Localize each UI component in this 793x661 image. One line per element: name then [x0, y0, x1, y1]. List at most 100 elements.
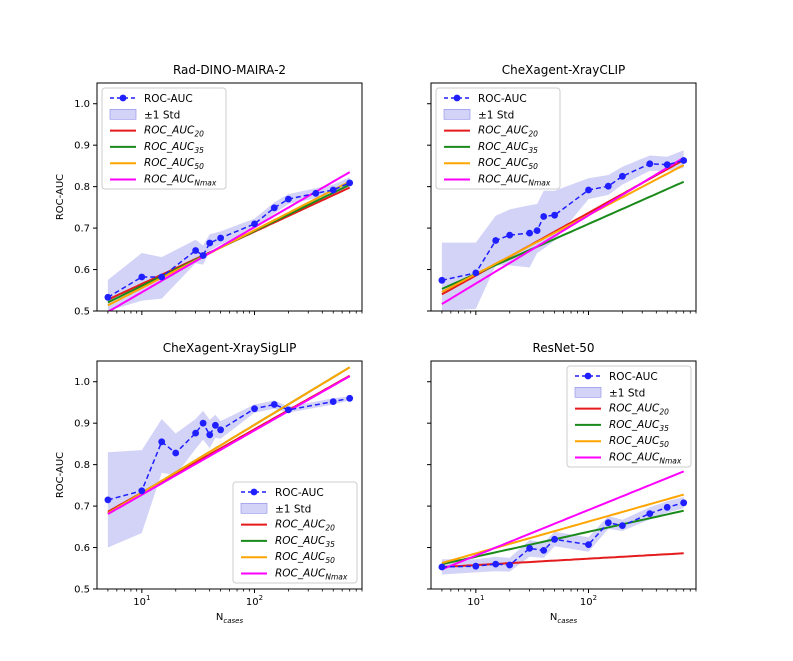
roc-point — [138, 487, 146, 495]
legend-fit-prefix: ROC_AUC — [144, 174, 195, 186]
subplot-1: Rad-DINO-MAIRA-2 0.5 0.6 0.7 0.8 0.9 1.0 ROC-AU… — [55, 63, 363, 318]
roc-point — [270, 401, 278, 408]
roc-point — [346, 394, 354, 402]
x-tick-exponent: 2 — [259, 594, 263, 602]
legend-std-label: ±1 Std — [609, 387, 645, 399]
legend-roc-label: ROC-AUC — [609, 371, 658, 383]
legend-fit-prefix: ROC_AUC — [478, 141, 529, 153]
roc-point — [104, 496, 112, 504]
roc-point — [526, 229, 533, 237]
y-tick-label: 0.9 — [74, 419, 90, 430]
plot-title: CheXagent-XraySigLIP — [163, 341, 297, 355]
fit-line-roc-aucnmax — [107, 171, 351, 311]
legend-fit-prefix: ROC_AUC — [478, 157, 529, 169]
x-tick-label: 102 — [580, 594, 597, 608]
x-axis-label: Ncases — [216, 612, 244, 625]
roc-point — [438, 276, 446, 284]
legend-roc-marker — [250, 488, 258, 496]
y-axis-label: ROC-AUC — [55, 174, 66, 220]
legend-fit-label: ROC_AUC20 — [275, 519, 335, 533]
y-tick-label: 0.8 — [74, 182, 90, 193]
std-band — [441, 150, 684, 311]
roc-point — [192, 429, 200, 437]
roc-point — [533, 227, 541, 235]
roc-point — [472, 269, 480, 277]
x-tick-exponent: 1 — [146, 594, 150, 602]
fit-line-roc-auc50 — [107, 366, 351, 515]
y-tick-label: 0.9 — [74, 141, 90, 152]
legend-fit-sub: Nmax — [659, 457, 682, 466]
legend-fit-sub: 50 — [659, 440, 669, 449]
y-tick-label: 1.0 — [74, 377, 90, 388]
std-band — [441, 497, 684, 575]
x-tick-label: 102 — [246, 594, 263, 608]
roc-point — [212, 421, 219, 429]
roc-point — [217, 234, 225, 242]
legend-fit-label: ROC_AUC35 — [144, 141, 204, 155]
legend-fit-label: ROC_AUCNmax — [478, 174, 551, 188]
legend-fit-prefix: ROC_AUC — [609, 419, 660, 431]
std-band — [107, 396, 350, 548]
roc-point — [506, 561, 514, 569]
legend: ROC-AUC±1 StdROC_AUC20ROC_AUC35ROC_AUC50… — [232, 481, 358, 584]
legend-fit-prefix: ROC_AUC — [144, 157, 195, 169]
legend-fit-label: ROC_AUC20 — [609, 403, 669, 417]
y-tick-label: 0.6 — [74, 265, 90, 276]
legend-std-label: ±1 Std — [478, 109, 514, 121]
legend-roc-label: ROC-AUC — [275, 487, 324, 499]
fit-line-roc-aucnmax — [107, 375, 351, 515]
legend-roc-marker — [584, 372, 592, 380]
legend-fit-prefix: ROC_AUC — [275, 568, 326, 580]
roc-point — [604, 182, 612, 190]
roc-point — [158, 438, 166, 446]
y-tick-label: 0.7 — [74, 224, 90, 235]
legend-fit-sub: 20 — [659, 408, 669, 417]
roc-point — [619, 172, 626, 180]
x-tick-exponent: 1 — [480, 594, 484, 602]
x-tick-label: 101 — [467, 594, 484, 608]
roc-point — [619, 522, 626, 529]
legend-fit-label: ROC_AUC50 — [275, 551, 335, 565]
legend-fit-sub: 35 — [325, 540, 335, 549]
legend-fit-label: ROC_AUC20 — [478, 125, 538, 139]
plot-area — [438, 150, 688, 311]
legend-fit-sub: 35 — [659, 424, 669, 433]
plot-title: Rad-DINO-MAIRA-2 — [173, 63, 286, 77]
roc-point — [506, 231, 514, 239]
roc-point — [251, 220, 258, 228]
legend-fit-prefix: ROC_AUC — [144, 141, 195, 153]
legend-fit-label: ROC_AUC50 — [478, 157, 538, 171]
x-tick-base: 10 — [467, 597, 480, 608]
roc-point — [663, 503, 671, 511]
y-tick-label: 0.8 — [74, 460, 90, 471]
x-tick-base: 10 — [580, 597, 593, 608]
legend-std-swatch — [443, 109, 471, 120]
fit-line-roc-auc20 — [441, 552, 684, 568]
x-tick-exponent: 2 — [593, 594, 597, 602]
roc-point — [199, 252, 207, 259]
roc-point — [492, 560, 500, 568]
legend-std-swatch — [109, 109, 137, 120]
legend-roc-label: ROC-AUC — [144, 93, 193, 105]
roc-point — [472, 562, 480, 570]
plot-area — [104, 366, 354, 548]
x-axis-label: Ncases — [550, 612, 578, 625]
roc-point — [329, 398, 337, 405]
legend-fit-sub: 20 — [325, 524, 335, 533]
legend-std-swatch — [240, 502, 268, 514]
roc-point — [604, 519, 612, 527]
legend-roc-label: ROC-AUC — [478, 93, 527, 105]
x-tick-base: 10 — [246, 597, 259, 608]
fit-line-roc-auc50 — [441, 164, 685, 293]
legend-fit-sub: 35 — [528, 146, 538, 155]
legend-fit-sub: 50 — [194, 162, 204, 171]
legend-fit-prefix: ROC_AUC — [144, 125, 195, 137]
legend-fit-label: ROC_AUC35 — [478, 141, 538, 155]
legend-fit-label: ROC_AUC50 — [609, 435, 669, 449]
legend-fit-label: ROC_AUCNmax — [275, 568, 348, 582]
roc-point — [312, 189, 320, 197]
subplot-3: CheXagent-XraySigLIP 0.5 0.6 0.7 0.8 0.9 1.0 10… — [55, 341, 363, 625]
